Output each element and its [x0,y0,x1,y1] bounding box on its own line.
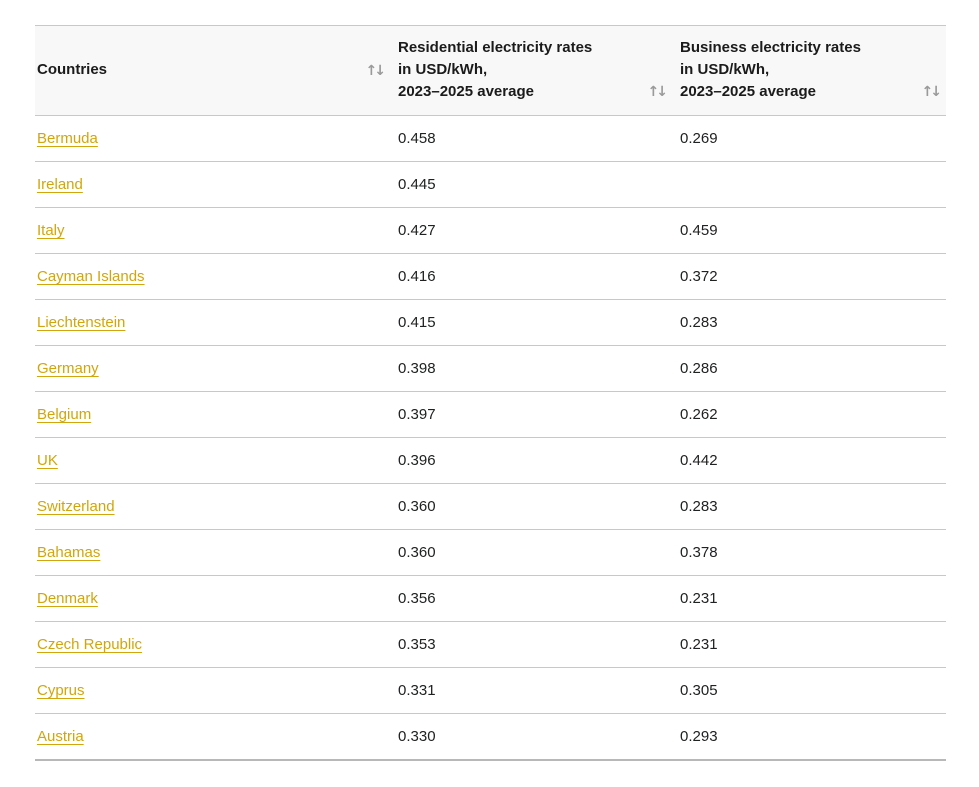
table-row: Cyprus 0.331 0.305 [35,667,946,714]
business-rate: 0.262 [672,391,946,438]
column-header-countries-label: Countries [37,61,108,78]
country-cell: Italy [35,207,390,254]
country-link[interactable]: Ireland [37,176,83,193]
table-header: Countries ↑↓ Residential electricity rat… [35,25,946,116]
table-row: Bahamas 0.360 0.378 [35,529,946,576]
business-rate: 0.293 [672,713,946,761]
country-link[interactable]: Bahamas [37,544,101,561]
country-cell: UK [35,437,390,484]
country-cell: Belgium [35,391,390,438]
country-link[interactable]: Denmark [37,590,98,607]
country-link[interactable]: UK [37,452,58,469]
residential-rate: 0.445 [390,161,672,208]
country-cell: Liechtenstein [35,299,390,346]
residential-rate: 0.330 [390,713,672,761]
residential-rate: 0.360 [390,483,672,530]
table-body: Bermuda 0.458 0.269 Ireland 0.445 Italy … [35,115,946,761]
business-rate: 0.231 [672,621,946,668]
country-cell: Bermuda [35,115,390,162]
country-link[interactable]: Austria [37,727,84,745]
table-row: Cayman Islands 0.416 0.372 [35,253,946,300]
residential-rate: 0.353 [390,621,672,668]
residential-rate: 0.396 [390,437,672,484]
column-header-business-label: Business electricity rates in USD/kWh, 2… [680,39,861,100]
country-link[interactable]: Bermuda [37,130,98,147]
country-cell: Czech Republic [35,621,390,668]
country-link[interactable]: Cayman Islands [37,268,145,285]
column-header-residential-label: Residential electricity rates in USD/kWh… [398,39,593,100]
electricity-rates-table: Countries ↑↓ Residential electricity rat… [35,25,946,761]
country-cell: Cyprus [35,667,390,714]
residential-rate: 0.416 [390,253,672,300]
sort-icon[interactable]: ↑↓ [921,84,943,100]
business-rate: 0.269 [672,115,946,162]
residential-rate: 0.398 [390,345,672,392]
table-row: Ireland 0.445 [35,161,946,208]
residential-rate: 0.415 [390,299,672,346]
country-cell: Bahamas [35,529,390,576]
business-rate: 0.459 [672,207,946,254]
country-link[interactable]: Czech Republic [37,636,143,653]
residential-rate: 0.360 [390,529,672,576]
country-cell: Switzerland [35,483,390,530]
residential-rate: 0.458 [390,115,672,162]
column-header-business-rates[interactable]: Business electricity rates in USD/kWh, 2… [672,25,946,116]
business-rate [672,161,946,208]
country-link[interactable]: Switzerland [37,498,115,515]
business-rate: 0.286 [672,345,946,392]
table-row: Switzerland 0.360 0.283 [35,483,946,530]
sort-icon[interactable]: ↑↓ [365,62,387,79]
business-rate: 0.305 [672,667,946,714]
table-row: Denmark 0.356 0.231 [35,575,946,622]
sort-icon[interactable]: ↑↓ [647,84,669,100]
table-row: Austria 0.330 0.293 [35,713,946,761]
country-link[interactable]: Liechtenstein [37,314,126,331]
residential-rate: 0.427 [390,207,672,254]
business-rate: 0.283 [672,299,946,346]
business-rate: 0.378 [672,529,946,576]
table-row: Italy 0.427 0.459 [35,207,946,254]
country-link[interactable]: Germany [37,360,99,377]
country-cell: Cayman Islands [35,253,390,300]
table-row: UK 0.396 0.442 [35,437,946,484]
residential-rate: 0.397 [390,391,672,438]
column-header-countries[interactable]: Countries ↑↓ [35,25,390,116]
country-cell: Austria [35,713,390,761]
country-link[interactable]: Cyprus [37,682,85,699]
business-rate: 0.442 [672,437,946,484]
electricity-rates-table-container: Countries ↑↓ Residential electricity rat… [35,25,946,761]
country-cell: Denmark [35,575,390,622]
country-cell: Germany [35,345,390,392]
business-rate: 0.283 [672,483,946,530]
residential-rate: 0.331 [390,667,672,714]
country-link[interactable]: Belgium [37,406,92,423]
column-header-residential-rates[interactable]: Residential electricity rates in USD/kWh… [390,25,672,116]
table-row: Czech Republic 0.353 0.231 [35,621,946,668]
table-row: Belgium 0.397 0.262 [35,391,946,438]
header-row: Countries ↑↓ Residential electricity rat… [35,25,946,116]
table-row: Bermuda 0.458 0.269 [35,115,946,162]
business-rate: 0.231 [672,575,946,622]
table-row: Germany 0.398 0.286 [35,345,946,392]
table-row: Liechtenstein 0.415 0.283 [35,299,946,346]
country-link[interactable]: Italy [37,222,65,239]
country-cell: Ireland [35,161,390,208]
business-rate: 0.372 [672,253,946,300]
residential-rate: 0.356 [390,575,672,622]
